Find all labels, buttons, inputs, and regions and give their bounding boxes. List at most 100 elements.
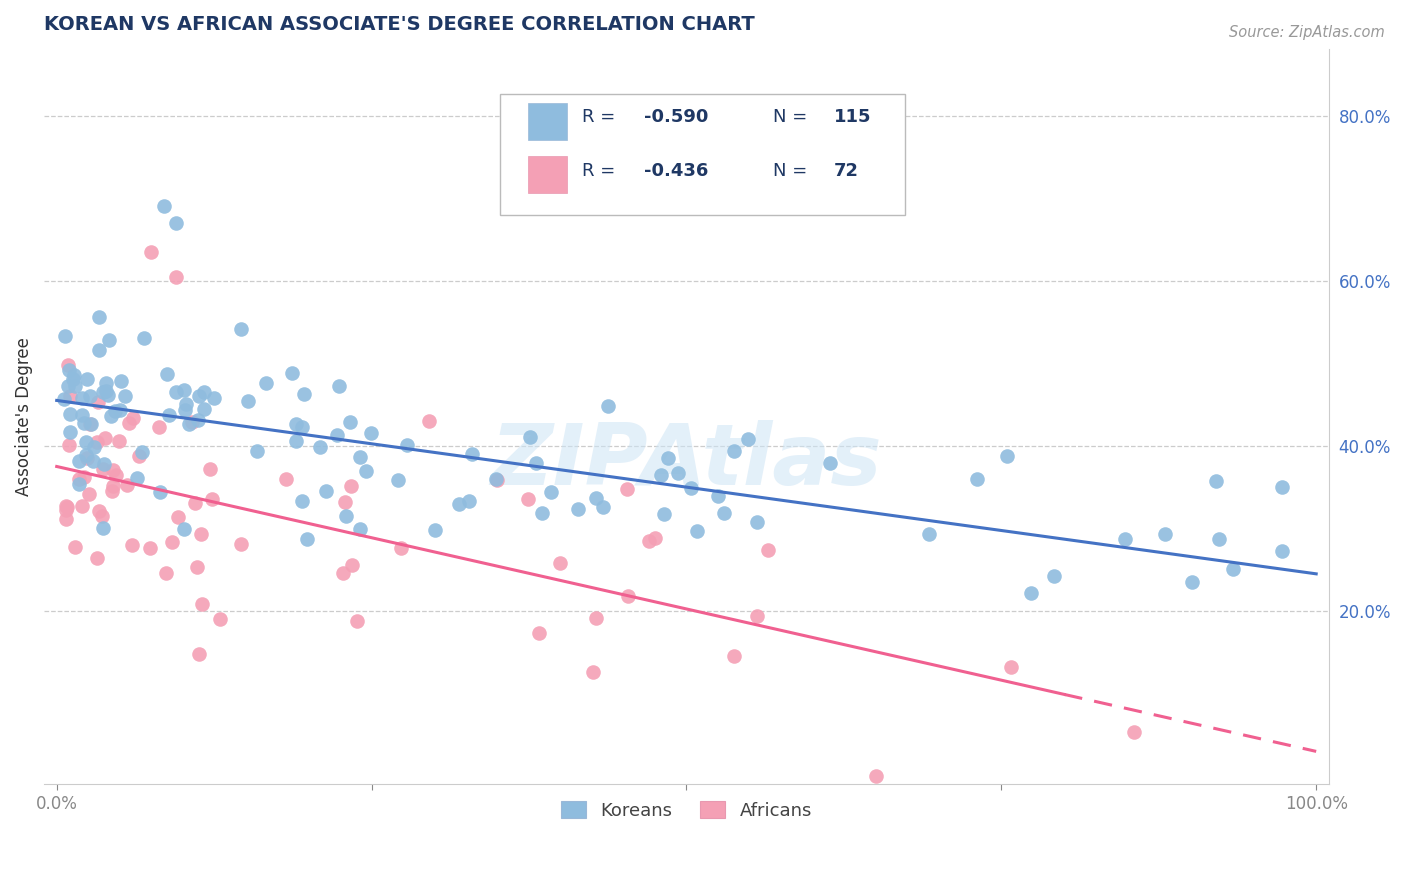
Point (165, 216, 187, 230)
Point (333, 494, 356, 508)
Point (567, 501, 589, 516)
Point (132, 331, 155, 345)
Point (209, 612, 232, 626)
Point (657, 451, 679, 466)
Point (531, 506, 554, 520)
Point (193, 402, 215, 417)
Point (291, 493, 314, 508)
Text: R =: R = (582, 109, 621, 127)
Legend: Koreans, Africans: Koreans, Africans (554, 794, 820, 827)
Point (86, 435, 108, 450)
Point (461, 447, 484, 461)
Point (141, 244, 163, 259)
Point (80, 417, 103, 431)
Point (202, 391, 225, 405)
Point (585, 491, 607, 505)
Point (340, 479, 363, 493)
Point (449, 497, 471, 511)
Point (820, 457, 842, 471)
Point (423, 523, 446, 537)
Point (328, 379, 350, 393)
Text: N =: N = (772, 109, 813, 127)
Point (747, 609, 769, 624)
Point (616, 589, 638, 603)
Point (75, 449, 97, 463)
Point (67, 477, 90, 491)
Point (1153, 526, 1175, 541)
Point (73, 416, 96, 430)
Point (70, 500, 93, 514)
Point (121, 538, 143, 552)
Point (747, 516, 769, 530)
Point (110, 374, 132, 388)
Point (1114, 532, 1136, 546)
Point (360, 426, 382, 441)
Point (70, 391, 93, 405)
Text: N =: N = (772, 161, 813, 180)
Point (756, 543, 779, 558)
Point (77, 487, 100, 501)
Point (180, 415, 202, 429)
Point (156, 368, 179, 382)
Point (616, 482, 638, 496)
Point (246, 443, 269, 458)
Point (1000, 660, 1022, 674)
Point (332, 566, 354, 580)
Point (174, 397, 197, 411)
Point (62, 371, 84, 385)
Point (540, 485, 562, 500)
Point (93, 458, 115, 472)
Point (188, 647, 211, 661)
Point (349, 450, 371, 465)
Point (598, 399, 620, 413)
Point (56, 379, 79, 393)
Point (87, 504, 110, 518)
Bar (529, 156, 567, 193)
Point (187, 413, 209, 427)
Point (666, 466, 689, 480)
Point (354, 464, 377, 478)
Point (82, 454, 104, 468)
Bar (529, 103, 567, 140)
Bar (501, 94, 905, 215)
Point (58, 362, 80, 376)
Point (155, 566, 177, 581)
Point (686, 524, 709, 538)
Point (173, 383, 195, 397)
Point (526, 456, 548, 470)
Point (1222, 562, 1244, 576)
Point (198, 462, 221, 476)
Point (346, 614, 368, 628)
Text: ZIPAtlas: ZIPAtlas (491, 419, 882, 502)
Point (165, 269, 187, 284)
Point (1181, 574, 1204, 589)
Point (918, 527, 941, 541)
Point (87, 343, 110, 357)
Point (103, 463, 125, 477)
Point (516, 492, 538, 507)
Point (342, 558, 364, 573)
Point (76, 450, 98, 465)
Point (67, 454, 90, 468)
Point (107, 434, 129, 449)
Point (104, 468, 127, 483)
Point (59, 425, 82, 439)
Point (484, 472, 506, 486)
Point (55, 512, 77, 526)
Point (274, 472, 297, 486)
Point (706, 489, 728, 503)
Point (125, 471, 148, 485)
Point (73, 470, 96, 484)
Point (167, 509, 190, 524)
Point (1271, 480, 1294, 494)
Point (190, 526, 212, 541)
Point (309, 440, 332, 454)
Point (291, 420, 314, 434)
Point (139, 541, 162, 555)
Point (173, 522, 195, 536)
Point (387, 474, 409, 488)
Point (581, 665, 603, 679)
Point (737, 432, 759, 446)
Point (254, 376, 277, 390)
Point (187, 389, 209, 403)
